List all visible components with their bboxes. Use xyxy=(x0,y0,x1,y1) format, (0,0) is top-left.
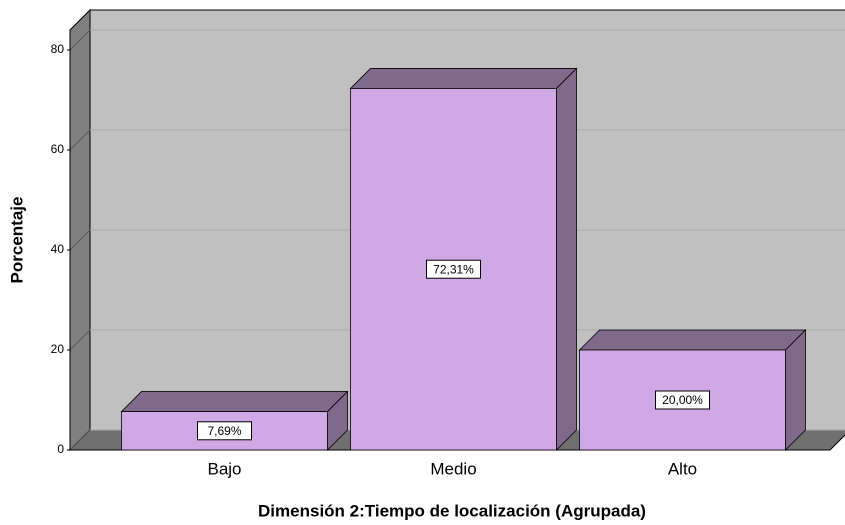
left-wall xyxy=(69,8,91,452)
x-tick-label: Bajo xyxy=(207,459,241,478)
value-label-box xyxy=(426,259,481,279)
bar-side xyxy=(785,329,806,451)
y-tick-label: 80 xyxy=(51,42,65,56)
x-tick-label: Alto xyxy=(668,459,697,478)
x-tick-label: Medio xyxy=(430,459,476,478)
bar-top xyxy=(120,391,349,412)
value-label-box xyxy=(197,421,252,441)
y-tick-label: 20 xyxy=(51,342,65,356)
grid-line xyxy=(69,129,91,151)
bar-side xyxy=(556,67,577,451)
y-axis-title: Porcentaje xyxy=(7,197,26,284)
bar-top xyxy=(349,68,578,89)
y-tick-label: 40 xyxy=(51,242,65,256)
value-label: 7,69% xyxy=(207,424,241,438)
y-tick-label: 0 xyxy=(57,442,64,456)
value-label: 72,31% xyxy=(433,262,474,276)
grid-line xyxy=(69,329,91,351)
grid-line xyxy=(69,429,91,451)
x-axis-title: Dimensión 2:Tiempo de localización (Agru… xyxy=(258,501,646,520)
value-label-box xyxy=(655,390,710,410)
y-tick-label: 60 xyxy=(51,142,65,156)
bar-top xyxy=(578,329,807,351)
value-label: 20,00% xyxy=(662,393,703,407)
grid-line xyxy=(69,29,91,51)
grid-line xyxy=(69,229,91,251)
